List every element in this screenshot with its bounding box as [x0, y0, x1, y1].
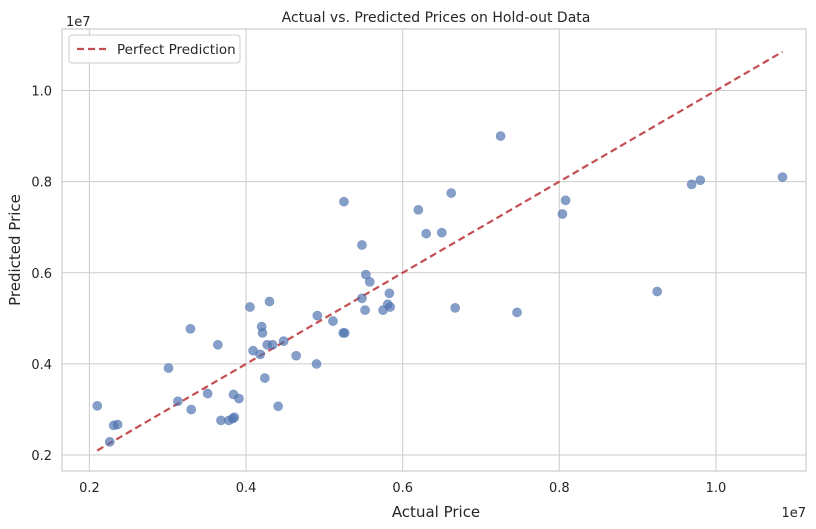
- data-point: [512, 307, 522, 318]
- data-point: [255, 349, 266, 360]
- data-point: [686, 179, 697, 190]
- x-axis-ticks: 0.2 0.4 0.6 0.8 1.0: [79, 481, 726, 496]
- y-tick-label: 0.8: [31, 176, 52, 191]
- y-tick-label: 1.0: [31, 85, 52, 100]
- data-point: [173, 396, 183, 407]
- chart-title: Actual vs. Predicted Prices on Hold-out …: [282, 10, 591, 26]
- data-point: [339, 328, 350, 338]
- perfect-prediction-line: [96, 50, 784, 452]
- data-point: [291, 350, 302, 361]
- legend: Perfect Prediction: [68, 34, 241, 64]
- data-point: [557, 209, 568, 219]
- x-tick-label: 0.6: [392, 481, 413, 496]
- data-point: [267, 339, 278, 350]
- data-point: [202, 388, 213, 399]
- data-point: [264, 296, 275, 307]
- data-point: [495, 131, 506, 141]
- y-axis-label: Predicted Price: [6, 194, 24, 306]
- data-point: [259, 373, 270, 383]
- data-point: [560, 195, 571, 206]
- legend-box: [68, 34, 241, 64]
- y-tick-label: 0.4: [31, 358, 52, 373]
- y-tick-label: 0.2: [31, 449, 52, 464]
- data-point: [92, 400, 103, 411]
- y-offset-label: 1e7: [66, 15, 91, 30]
- data-point: [112, 419, 123, 430]
- scatter-points: [92, 131, 788, 447]
- data-point: [227, 413, 238, 424]
- data-point: [245, 302, 255, 312]
- data-point: [364, 276, 375, 287]
- data-point: [339, 196, 349, 207]
- x-axis-label: Actual Price: [392, 503, 480, 521]
- x-tick-label: 0.2: [79, 481, 100, 496]
- data-point: [185, 323, 196, 334]
- data-point: [273, 401, 284, 412]
- data-point: [360, 305, 370, 316]
- data-point: [413, 205, 424, 215]
- data-point: [777, 172, 788, 182]
- data-point: [357, 240, 367, 250]
- data-point: [695, 175, 706, 186]
- data-point: [234, 393, 244, 404]
- data-point: [450, 302, 461, 313]
- data-point: [436, 227, 447, 238]
- data-point: [357, 293, 367, 304]
- data-point: [385, 302, 396, 312]
- data-point: [212, 339, 223, 350]
- data-point: [186, 404, 197, 415]
- data-point: [312, 310, 323, 321]
- data-point: [311, 359, 322, 369]
- plot-area-frame: [61, 28, 807, 472]
- x-tick-label: 0.4: [236, 481, 257, 496]
- data-point: [257, 328, 268, 338]
- data-point: [278, 336, 289, 347]
- x-tick-label: 1.0: [706, 481, 727, 496]
- grid-lines: [62, 29, 806, 471]
- data-point: [652, 286, 663, 297]
- data-point: [446, 188, 457, 198]
- y-tick-label: 0.6: [31, 267, 52, 282]
- data-point: [421, 228, 432, 239]
- legend-label: Perfect Prediction: [117, 42, 236, 58]
- data-point: [384, 288, 395, 299]
- data-point: [328, 316, 338, 326]
- x-offset-label: 1e7: [781, 506, 806, 521]
- data-point: [163, 363, 174, 373]
- x-tick-label: 0.8: [549, 481, 570, 496]
- data-point: [104, 436, 115, 447]
- y-axis-ticks: 0.2 0.4 0.6 0.8 1.0: [31, 85, 52, 465]
